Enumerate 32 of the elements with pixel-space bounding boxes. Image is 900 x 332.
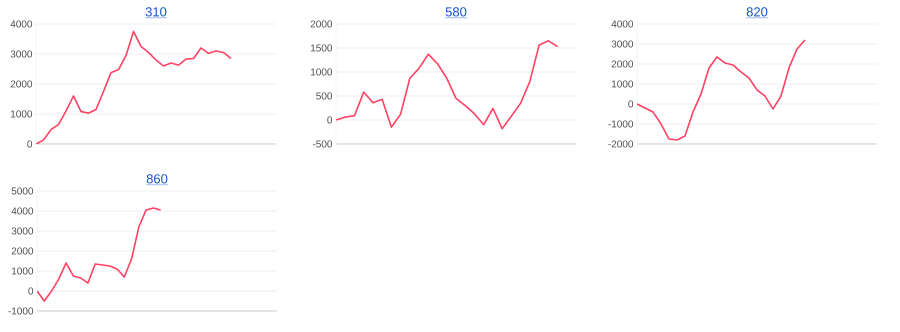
y-tick-label: -500	[312, 140, 332, 148]
y-tick-label: 1500	[311, 44, 332, 52]
y-tick-label: 0	[327, 116, 332, 124]
y-tick-label: 2000	[10, 80, 32, 88]
y-tick-label: 1000	[11, 110, 32, 118]
y-tick-label: -2000	[608, 140, 634, 148]
y-tick-label: 1000	[311, 68, 332, 76]
y-tick-label: 4000	[11, 207, 34, 215]
y-tick-label: 3000	[612, 40, 634, 48]
y-tick-label: 0	[27, 140, 32, 148]
y-tick-label: 2000	[310, 20, 332, 28]
line-series	[36, 30, 232, 144]
line-series	[37, 207, 162, 302]
y-tick-label: 2000	[612, 60, 634, 68]
y-tick-label: 1000	[12, 267, 34, 275]
chart-title: 580	[446, 7, 466, 16]
y-tick-label: 3000	[10, 50, 32, 58]
y-tick-label: 3000	[12, 227, 34, 235]
y-tick-label: 4000	[10, 20, 32, 28]
y-tick-label: 500	[316, 92, 332, 100]
chart-title: 860	[146, 174, 168, 184]
y-tick-label: 0	[28, 287, 34, 295]
y-tick-label: -1000	[608, 120, 634, 128]
y-tick-label: -1000	[8, 307, 34, 315]
y-tick-label: 5000	[12, 187, 34, 195]
chart-title: 820	[746, 7, 768, 16]
line-series	[336, 40, 558, 130]
chart-title: 310	[146, 7, 166, 16]
y-tick-label: 2000	[12, 247, 34, 255]
y-tick-label: 0	[628, 100, 634, 108]
y-tick-label: 4000	[611, 20, 634, 28]
y-tick-label: 1000	[612, 80, 634, 88]
